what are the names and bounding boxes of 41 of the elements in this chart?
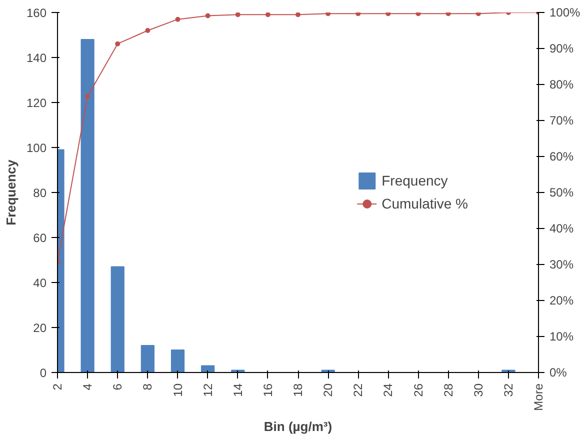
y2-tick-label: 70%	[550, 114, 574, 128]
x-tick-label: 22	[351, 383, 366, 397]
y-tick-label: 140	[26, 51, 47, 65]
y-tick-label: 120	[26, 96, 47, 110]
y-tick-label: 20	[33, 321, 47, 335]
y2-tick-label: 40%	[550, 222, 574, 236]
x-tick-label: 10	[170, 383, 185, 397]
y-tick-label: 40	[33, 276, 47, 290]
x-tick-label: 2	[50, 383, 64, 390]
y-tick-label: 60	[33, 231, 47, 245]
x-tick-label: 14	[230, 383, 245, 397]
legend-label: Cumulative %	[382, 196, 468, 212]
x-tick-label: More	[532, 383, 546, 411]
x-tick-label: 6	[110, 383, 125, 390]
y2-tick-label: 20%	[550, 294, 574, 308]
x-tick-label: 30	[471, 383, 486, 397]
y2-tick-label: 50%	[550, 186, 574, 200]
x-tick-label: 20	[321, 383, 336, 397]
y2-tick-label: 60%	[550, 150, 574, 164]
y-axis-title: Frequency	[3, 158, 18, 226]
x-tick-label: 18	[291, 383, 305, 397]
x-tick-label: 32	[501, 383, 516, 397]
x-tick-label: 24	[381, 383, 396, 397]
x-tick-label: 8	[140, 383, 155, 390]
x-tick-label: 4	[80, 383, 95, 390]
x-tick-label: 16	[260, 383, 275, 397]
y2-tick-label: 100%	[550, 6, 581, 20]
y-tick-label: 80	[33, 186, 47, 200]
y2-tick-label: 90%	[550, 42, 574, 56]
x-tick-label: 28	[441, 383, 456, 397]
y2-tick-label: 0%	[550, 366, 568, 380]
x-tick-label: 26	[411, 383, 426, 397]
y-tick-label: 0	[40, 366, 47, 380]
x-axis-title: Bin (µg/m³)	[264, 418, 332, 434]
x-tick-label: 12	[200, 383, 215, 397]
y-tick-label: 100	[26, 141, 47, 155]
y-tick-label: 160	[26, 6, 47, 20]
y2-tick-label: 30%	[550, 258, 574, 272]
y2-tick-label: 10%	[550, 330, 574, 344]
y2-tick-label: 80%	[550, 78, 574, 92]
legend-label: Frequency	[382, 172, 448, 188]
